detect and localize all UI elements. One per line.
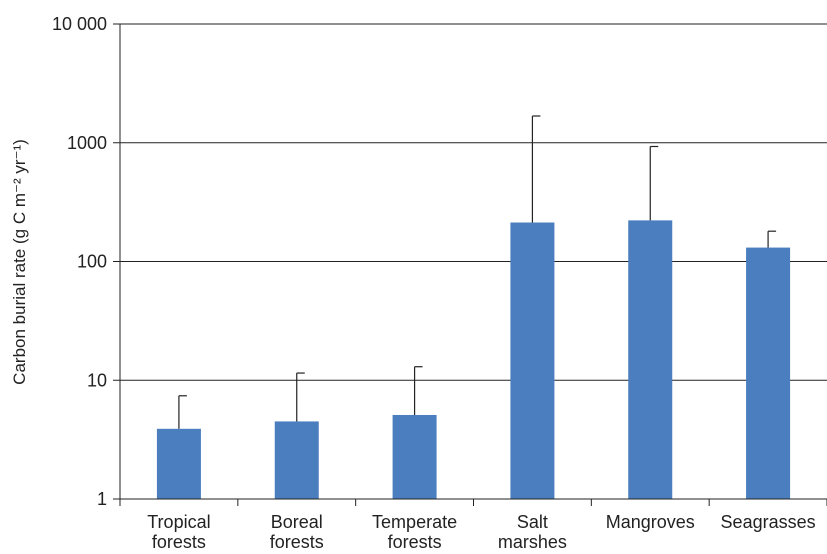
category-label-0: Tropical forests xyxy=(147,512,210,552)
category-label-line: Mangroves xyxy=(606,512,695,532)
y-tick-label-4: 10 000 xyxy=(52,14,107,34)
bar-4 xyxy=(628,220,673,499)
category-label-4: Mangroves xyxy=(606,512,695,532)
y-tick-label-1: 10 xyxy=(87,370,107,390)
category-label-5: Seagrasses xyxy=(721,512,816,532)
category-label-line: Tropical xyxy=(147,512,210,532)
category-label-line: Seagrasses xyxy=(721,512,816,532)
category-label-line: Boreal xyxy=(271,512,323,532)
y-axis-title: Carbon burial rate (g C m⁻² yr⁻¹) xyxy=(10,139,29,385)
category-label-1: Boreal forests xyxy=(270,512,324,552)
y-tick-label-2: 100 xyxy=(77,252,107,272)
error-bars xyxy=(178,115,777,429)
category-label-3: Salt marshes xyxy=(498,512,567,552)
category-label-2: Temperate forests xyxy=(372,512,457,552)
category-label-line: marshes xyxy=(498,532,567,552)
category-label-line: Salt xyxy=(517,512,548,532)
category-label-line: Temperate xyxy=(372,512,457,532)
bars xyxy=(156,220,791,499)
category-label-line: forests xyxy=(152,532,206,552)
gridlines xyxy=(113,23,827,500)
bar-5 xyxy=(746,247,791,499)
bar-3 xyxy=(510,222,555,499)
y-tick-label-0: 1 xyxy=(97,489,107,509)
y-tick-label-3: 1000 xyxy=(67,133,107,153)
category-label-line: forests xyxy=(388,532,442,552)
bar-1 xyxy=(274,421,319,499)
bar-0 xyxy=(156,428,201,499)
bar-2 xyxy=(392,414,437,499)
category-label-line: forests xyxy=(270,532,324,552)
